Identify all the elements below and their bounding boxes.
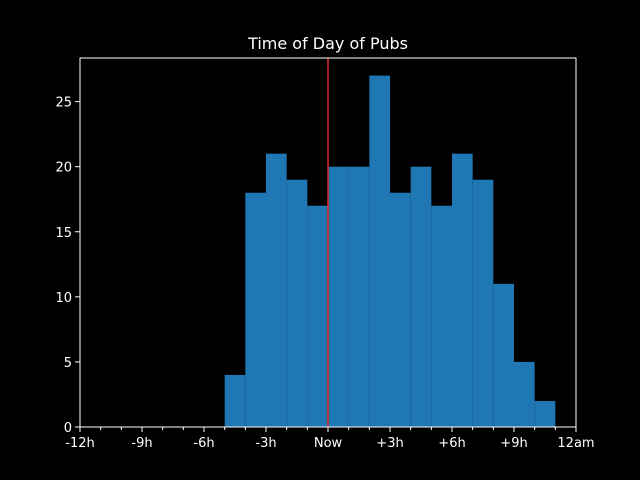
histogram-bar (307, 205, 328, 427)
x-tick-label: -3h (255, 436, 276, 451)
chart-title: Time of Day of Pubs (247, 34, 408, 53)
y-tick-label: 10 (55, 291, 72, 306)
histogram-bar (224, 374, 246, 427)
x-tick-label: -6h (193, 436, 214, 451)
x-tick-label: -9h (131, 436, 152, 451)
x-tick-label: +3h (376, 436, 403, 451)
histogram-bar (472, 179, 494, 427)
histogram-bar (514, 361, 535, 427)
histogram-bar (390, 192, 411, 427)
y-tick-label: 20 (55, 161, 72, 176)
histogram-bar (534, 400, 556, 427)
histogram-bar (286, 179, 308, 427)
histogram-bar (328, 166, 349, 427)
histogram-bar (369, 75, 390, 428)
x-tick-label: -12h (65, 436, 94, 451)
histogram-bar (493, 283, 514, 427)
ticks-layer: -12h -9h -6h -3h Now +3h +6h +9h 12am 0 5 10 15 20 25 (55, 96, 594, 451)
histogram-bar (431, 205, 452, 427)
x-tick-label: +9h (500, 436, 527, 451)
y-tick-label: 5 (64, 356, 72, 371)
x-tick-label: +6h (438, 436, 465, 451)
bars-layer (224, 75, 556, 428)
y-tick-label: 0 (64, 421, 72, 436)
histogram-bar (266, 153, 287, 427)
y-tick-label: 25 (55, 96, 72, 111)
x-tick-label: 12am (557, 436, 594, 451)
y-tick-label: 15 (55, 226, 72, 241)
histogram-bar (348, 166, 370, 427)
histogram-bar (410, 166, 432, 427)
x-tick-label: Now (314, 436, 343, 451)
histogram-bar (245, 192, 266, 427)
histogram-bar (452, 153, 473, 427)
